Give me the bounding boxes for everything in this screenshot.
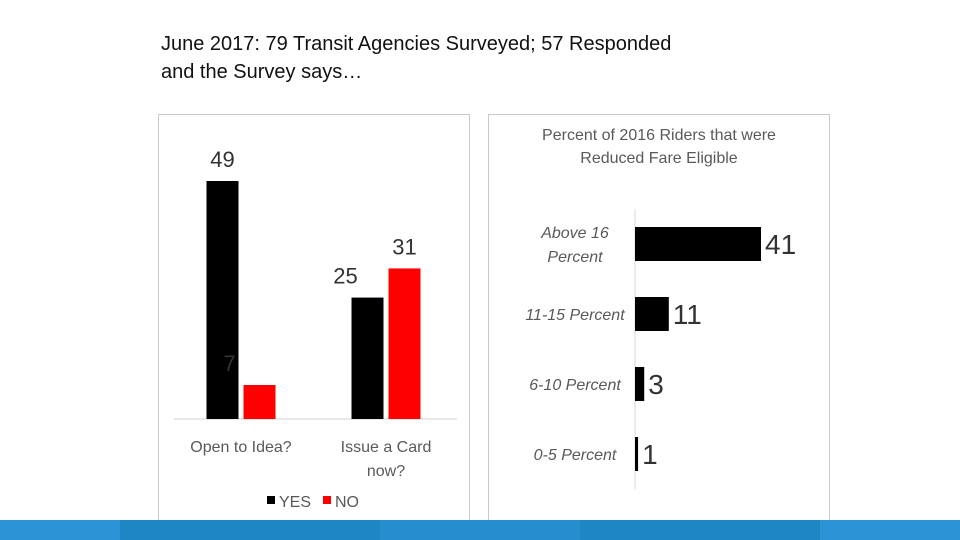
category-label-1: Open to Idea? xyxy=(190,439,292,456)
legend-swatch-no xyxy=(323,496,331,504)
slide-title: June 2017: 79 Transit Agencies Surveyed;… xyxy=(161,30,801,86)
data-label-3: 3 xyxy=(648,369,664,400)
bar-yes-2 xyxy=(351,297,384,419)
survey-response-chart-panel: 49 7 Open to Idea? 25 31 Issue a Card now? YES N… xyxy=(158,114,470,521)
slide-title-line-1: June 2017: 79 Transit Agencies Surveyed;… xyxy=(161,33,672,55)
category-label-3: 6-10 Percent xyxy=(529,377,621,394)
category-label-2: 11-15 Percent xyxy=(525,307,625,324)
category-label-1: Above 16 xyxy=(540,225,609,242)
bar-1 xyxy=(635,227,761,261)
reduced-fare-chart: Percent of 2016 Riders that were Reduced … xyxy=(525,127,796,489)
data-label-4: 1 xyxy=(642,439,658,470)
chart-title-line-1: Percent of 2016 Riders that were xyxy=(542,127,776,144)
category-label-1: Percent xyxy=(547,249,603,266)
footer-accent-band xyxy=(0,520,960,540)
data-label-yes-2: 25 xyxy=(333,264,357,289)
slide-title-line-2: and the Survey says… xyxy=(161,61,363,83)
chart-title-line-2: Reduced Fare Eligible xyxy=(580,150,738,167)
data-label-1: 41 xyxy=(765,229,796,260)
category-label-2: now? xyxy=(367,463,405,480)
data-label-2: 11 xyxy=(673,299,702,330)
bar-3 xyxy=(635,367,645,401)
bar-4 xyxy=(635,437,639,471)
legend-label-no: NO xyxy=(335,494,359,511)
legend-label-yes: YES xyxy=(279,494,311,511)
data-label-yes-1: 49 xyxy=(210,147,234,172)
survey-response-chart: 49 7 Open to Idea? 25 31 Issue a Card now? YES N… xyxy=(174,147,457,511)
category-label-4: 0-5 Percent xyxy=(534,447,617,464)
reduced-fare-chart-panel: Percent of 2016 Riders that were Reduced … xyxy=(488,114,830,521)
bar-yes-1 xyxy=(206,181,239,419)
bar-2 xyxy=(635,297,669,331)
bar-no-2 xyxy=(388,268,421,419)
data-label-no-2: 31 xyxy=(392,234,416,259)
bar-no-1 xyxy=(243,385,276,419)
category-label-2: Issue a Card xyxy=(341,439,432,456)
legend-swatch-yes xyxy=(267,496,275,504)
data-label-no-1: 7 xyxy=(223,351,235,376)
